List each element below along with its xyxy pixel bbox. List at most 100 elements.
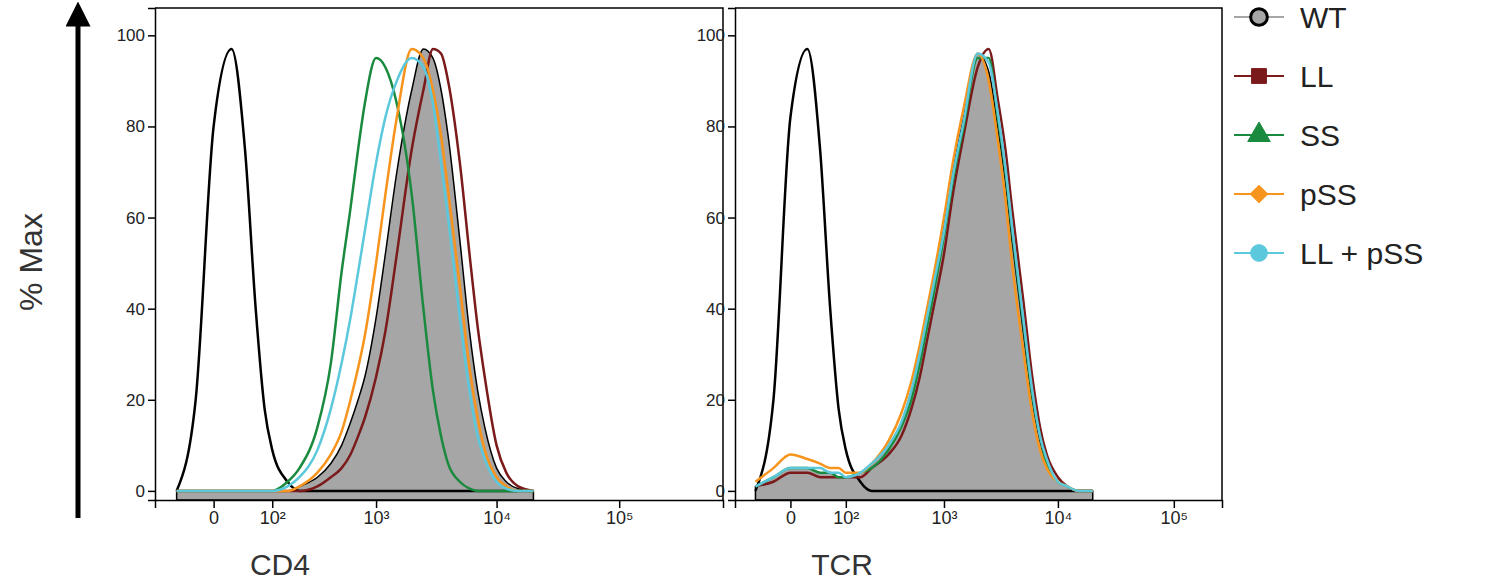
y-tick-label: 60 [126, 208, 145, 227]
x-axis-title: TCR [811, 548, 873, 581]
y-tick: 100 [697, 26, 735, 45]
histogram-line [177, 49, 534, 491]
legend-label: LL + pSS [1300, 237, 1423, 270]
y-tick: 20 [706, 391, 735, 410]
x-tick: 10³ [364, 500, 390, 528]
x-axis-line [156, 501, 724, 509]
histogram-line: LL [177, 49, 534, 491]
x-tick-label: 10⁴ [1045, 508, 1073, 528]
legend-item: LL [1234, 60, 1333, 93]
y-tick-mark [148, 126, 155, 128]
histogram-line [755, 54, 1092, 491]
histogram-line [755, 58, 1092, 491]
x-tick-label: 10³ [931, 508, 957, 528]
y-tick-mark [148, 217, 155, 219]
y-tick: 80 [126, 117, 155, 136]
x-axis-line [736, 501, 1223, 509]
histogram-line [755, 54, 1092, 491]
x-tick: 10² [833, 500, 859, 528]
x-tick-label: 10⁴ [483, 508, 511, 528]
y-tick: 60 [126, 208, 155, 227]
plot-area [755, 49, 1092, 500]
y-tick-mark [728, 308, 735, 310]
y-tick: 60 [706, 208, 735, 227]
histogram-line [755, 49, 1092, 491]
histogram-area: WT [177, 49, 534, 500]
y-axis-line [728, 9, 736, 501]
x-tick: 0 [209, 500, 219, 528]
x-axis: 0 10² 10³ 10⁴ 10⁵ [736, 500, 1223, 528]
y-tick-label: 60 [706, 208, 725, 227]
legend-marker [1251, 245, 1268, 262]
x-tick: 10⁵ [606, 500, 633, 528]
y-tick: 0 [136, 482, 155, 501]
x-tick: 10⁴ [483, 500, 511, 528]
x-tick-label: 0 [786, 508, 796, 528]
x-tick-label: 0 [209, 508, 219, 528]
x-tick: 10³ [931, 500, 957, 528]
legend-label: LL [1300, 60, 1333, 93]
legend: WT LL SS pSS LL + pSS [1234, 1, 1423, 270]
figure: WTLLSSpSSLL + pSS010²10³10⁴10⁵0204060801… [0, 0, 1500, 587]
legend-item: WT [1234, 1, 1347, 34]
y-tick-label: 40 [706, 300, 725, 319]
x-tick: 10⁴ [1045, 500, 1073, 528]
legend-label: pSS [1300, 178, 1357, 211]
x-axis-title: CD4 [250, 548, 310, 581]
y-tick: 20 [126, 391, 155, 410]
y-tick: 40 [126, 300, 155, 319]
y-tick-label: 20 [706, 391, 725, 410]
legend-item: SS [1234, 119, 1340, 152]
y-tick-label: 80 [706, 117, 725, 136]
x-tick: 0 [786, 500, 796, 528]
legend-label: WT [1300, 1, 1347, 34]
y-axis: 0 20 40 60 80 100 [697, 9, 736, 501]
x-tick: 10² [260, 500, 286, 528]
x-tick-label: 10³ [364, 508, 390, 528]
y-axis-arrow [76, 14, 81, 518]
y-axis-line [148, 9, 156, 501]
histogram-line: LL + pSS [177, 58, 534, 491]
legend-marker [1251, 9, 1268, 26]
frame [155, 8, 723, 500]
legend-label: SS [1300, 119, 1340, 152]
y-tick-label: 0 [136, 482, 145, 501]
y-tick-mark [728, 400, 735, 402]
y-axis-title: % Max [13, 213, 49, 311]
x-tick-label: 10² [260, 508, 286, 528]
x-axis: 0 10² 10³ 10⁴ 10⁵ [156, 500, 724, 528]
x-tick-label: 10⁵ [1161, 508, 1188, 528]
x-tick-label: 10⁵ [606, 508, 633, 528]
y-tick-label: 100 [697, 26, 725, 45]
y-tick-mark [728, 126, 735, 128]
y-tick-mark [148, 35, 155, 37]
panel: WTLLSSpSSLL + pSS010²10³10⁴10⁵0204060801… [13, 8, 724, 581]
y-tick-mark [148, 491, 155, 493]
legend-marker [1252, 69, 1267, 84]
y-axis: 0 20 40 60 80 100 [117, 9, 156, 501]
y-tick: 80 [706, 117, 735, 136]
panel: 0 10² 10³ 10⁴ 10⁵ 0 20 40 60 80 100 TCR [697, 8, 1223, 581]
y-tick: 40 [706, 300, 735, 319]
x-tick: 10⁵ [1161, 500, 1188, 528]
y-tick-mark [728, 217, 735, 219]
frame [735, 8, 1222, 500]
legend-marker [1250, 185, 1267, 202]
y-tick-mark [728, 491, 735, 493]
y-tick-mark [728, 35, 735, 37]
histogram-line: pSS [177, 49, 534, 491]
y-tick: 100 [117, 26, 155, 45]
y-tick-label: 80 [126, 117, 145, 136]
legend-item: LL + pSS [1234, 237, 1423, 270]
x-tick-label: 10² [833, 508, 859, 528]
y-tick-label: 100 [117, 26, 145, 45]
legend-marker [1248, 122, 1271, 142]
y-tick: 0 [716, 482, 735, 501]
histogram-line [755, 49, 1092, 491]
legend-item: pSS [1234, 178, 1357, 211]
y-tick-label: 20 [126, 391, 145, 410]
y-tick-label: 40 [126, 300, 145, 319]
y-tick-mark [148, 308, 155, 310]
y-tick-label: 0 [716, 482, 725, 501]
y-tick-mark [148, 400, 155, 402]
